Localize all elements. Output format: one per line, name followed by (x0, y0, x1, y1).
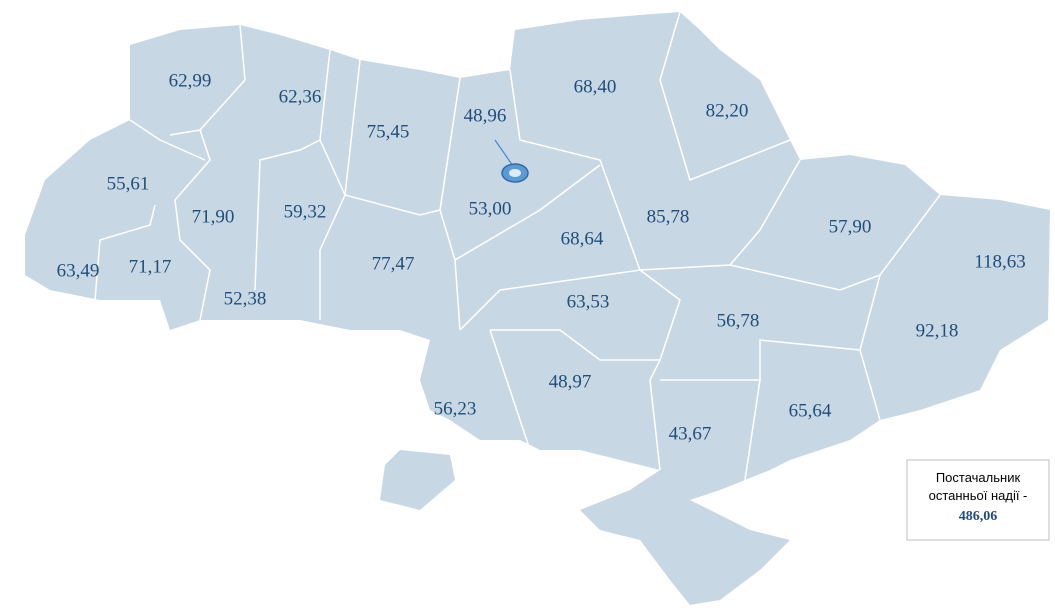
region-value: 62,99 (169, 70, 212, 91)
region-value: 56,23 (434, 398, 477, 419)
region-value: 77,47 (372, 253, 415, 274)
region-value: 65,64 (789, 400, 832, 421)
region-value: 59,32 (284, 201, 327, 222)
region-value: 57,90 (829, 216, 872, 237)
region-value: 68,64 (561, 228, 604, 249)
region-value: 118,63 (974, 251, 1026, 272)
legend-value: 486,06 (959, 509, 998, 524)
legend-frame (906, 459, 1050, 541)
region-value: 48,96 (464, 105, 507, 126)
capital-marker-center (509, 169, 521, 177)
legend-box: Постачальник останньої надії - 486,06 (906, 459, 1050, 541)
region-value: 71,90 (192, 206, 235, 227)
region-value: 75,45 (367, 121, 410, 142)
region-value: 92,18 (916, 320, 959, 341)
region-value: 55,61 (107, 173, 150, 194)
region-value: 48,97 (549, 371, 592, 392)
country-shape (25, 12, 1050, 605)
region-value: 68,40 (574, 76, 617, 97)
region-value: 62,36 (279, 86, 322, 107)
region-borders (94, 11, 941, 481)
region-value: 63,49 (57, 260, 100, 281)
region-value: 53,00 (469, 198, 512, 219)
pointer-line (494, 139, 514, 167)
region-value: 71,17 (129, 256, 172, 277)
legend-line: Постачальник (936, 470, 1021, 485)
region-value: 43,67 (669, 423, 712, 444)
region-value: 52,38 (224, 288, 267, 309)
region-value: 82,20 (706, 100, 749, 121)
legend-line: останньої надії - (929, 488, 1028, 503)
region-value: 63,53 (567, 291, 610, 312)
region-value: 56,78 (717, 310, 760, 331)
region-value: 85,78 (647, 206, 690, 227)
